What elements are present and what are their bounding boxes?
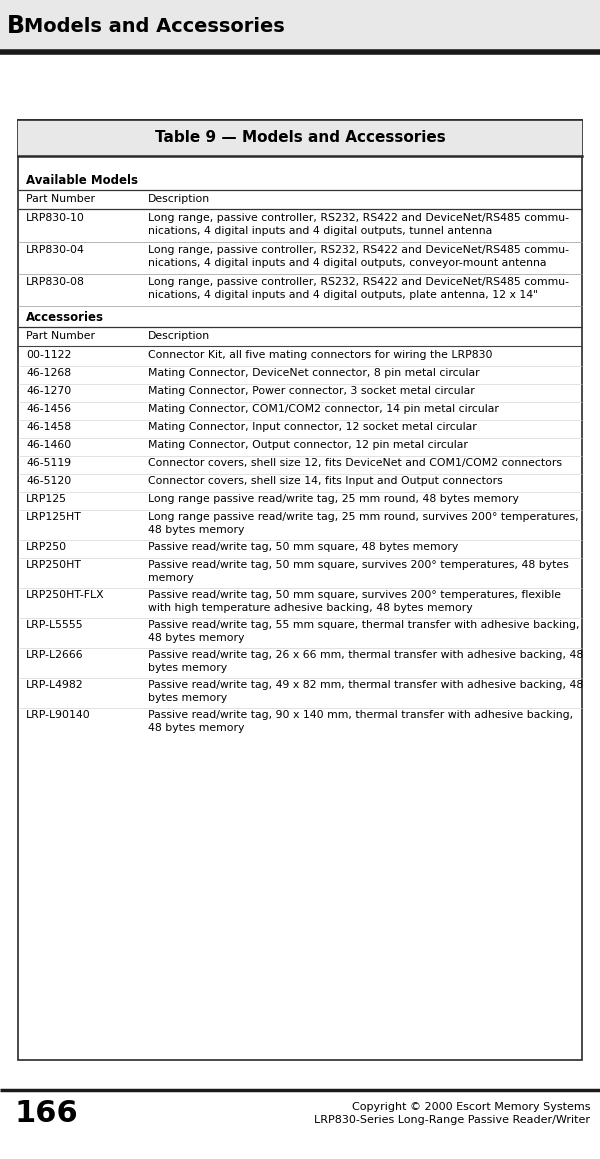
Text: LRP830-04: LRP830-04 <box>26 245 85 255</box>
Text: Passive read/write tag, 55 mm square, thermal transfer with adhesive backing,
48: Passive read/write tag, 55 mm square, th… <box>148 620 580 643</box>
Text: Connector covers, shell size 12, fits DeviceNet and COM1/COM2 connectors: Connector covers, shell size 12, fits De… <box>148 458 562 468</box>
Text: Copyright © 2000 Escort Memory Systems: Copyright © 2000 Escort Memory Systems <box>352 1102 590 1111</box>
Text: 46-1270: 46-1270 <box>26 386 71 396</box>
Text: Passive read/write tag, 50 mm square, survives 200° temperatures, flexible
with : Passive read/write tag, 50 mm square, su… <box>148 590 561 613</box>
Text: LRP-L4982: LRP-L4982 <box>26 680 83 690</box>
Text: Table 9 — Models and Accessories: Table 9 — Models and Accessories <box>155 131 445 146</box>
Text: LRP830-10: LRP830-10 <box>26 213 85 223</box>
Text: Mating Connector, Input connector, 12 socket metal circular: Mating Connector, Input connector, 12 so… <box>148 422 477 432</box>
Text: Description: Description <box>148 331 210 341</box>
Text: Mating Connector, DeviceNet connector, 8 pin metal circular: Mating Connector, DeviceNet connector, 8… <box>148 369 479 378</box>
Text: Description: Description <box>148 194 210 204</box>
Bar <box>18 121 582 156</box>
Text: Part Number: Part Number <box>26 331 95 341</box>
Text: LRP250HT: LRP250HT <box>26 560 82 570</box>
Text: 46-5120: 46-5120 <box>26 476 71 486</box>
Text: B: B <box>7 14 25 38</box>
Text: LRP-L5555: LRP-L5555 <box>26 620 83 630</box>
Text: LRP830-Series Long-Range Passive Reader/Writer: LRP830-Series Long-Range Passive Reader/… <box>314 1115 590 1125</box>
Text: 46-5119: 46-5119 <box>26 458 71 468</box>
Bar <box>0 0 600 52</box>
Text: Mating Connector, COM1/COM2 connector, 14 pin metal circular: Mating Connector, COM1/COM2 connector, 1… <box>148 404 499 414</box>
Text: Long range, passive controller, RS232, RS422 and DeviceNet/RS485 commu-
nication: Long range, passive controller, RS232, R… <box>148 277 569 300</box>
Text: LRP-L90140: LRP-L90140 <box>26 710 91 720</box>
Text: 46-1456: 46-1456 <box>26 404 71 414</box>
Text: Part Number: Part Number <box>26 194 95 204</box>
Text: 46-1268: 46-1268 <box>26 369 71 378</box>
Text: 46-1460: 46-1460 <box>26 440 71 450</box>
Text: Passive read/write tag, 49 x 82 mm, thermal transfer with adhesive backing, 48
b: Passive read/write tag, 49 x 82 mm, ther… <box>148 680 583 702</box>
Bar <box>18 121 582 1060</box>
Text: 46-1458: 46-1458 <box>26 422 71 432</box>
Text: LRP-L2666: LRP-L2666 <box>26 650 83 659</box>
Text: Passive read/write tag, 50 mm square, 48 bytes memory: Passive read/write tag, 50 mm square, 48… <box>148 542 458 552</box>
Text: Available Models: Available Models <box>26 174 138 187</box>
Text: Mating Connector, Output connector, 12 pin metal circular: Mating Connector, Output connector, 12 p… <box>148 440 468 450</box>
Text: Connector Kit, all five mating connectors for wiring the LRP830: Connector Kit, all five mating connector… <box>148 350 493 360</box>
Text: Passive read/write tag, 26 x 66 mm, thermal transfer with adhesive backing, 48
b: Passive read/write tag, 26 x 66 mm, ther… <box>148 650 583 673</box>
Text: Models and Accessories: Models and Accessories <box>24 16 285 36</box>
Text: LRP125: LRP125 <box>26 494 67 504</box>
Text: Passive read/write tag, 90 x 140 mm, thermal transfer with adhesive backing,
48 : Passive read/write tag, 90 x 140 mm, the… <box>148 710 573 732</box>
Text: LRP830-08: LRP830-08 <box>26 277 85 287</box>
Text: 166: 166 <box>14 1099 78 1128</box>
Text: Connector covers, shell size 14, fits Input and Output connectors: Connector covers, shell size 14, fits In… <box>148 476 503 486</box>
Text: LRP125HT: LRP125HT <box>26 512 82 522</box>
Text: Passive read/write tag, 50 mm square, survives 200° temperatures, 48 bytes
memor: Passive read/write tag, 50 mm square, su… <box>148 560 569 583</box>
Text: Long range, passive controller, RS232, RS422 and DeviceNet/RS485 commu-
nication: Long range, passive controller, RS232, R… <box>148 213 569 235</box>
Text: Mating Connector, Power connector, 3 socket metal circular: Mating Connector, Power connector, 3 soc… <box>148 386 475 396</box>
Text: 00-1122: 00-1122 <box>26 350 71 360</box>
Text: Long range passive read/write tag, 25 mm round, 48 bytes memory: Long range passive read/write tag, 25 mm… <box>148 494 519 504</box>
Text: Long range, passive controller, RS232, RS422 and DeviceNet/RS485 commu-
nication: Long range, passive controller, RS232, R… <box>148 245 569 268</box>
Text: Accessories: Accessories <box>26 311 104 325</box>
Text: Long range passive read/write tag, 25 mm round, survives 200° temperatures,
48 b: Long range passive read/write tag, 25 mm… <box>148 512 578 534</box>
Text: LRP250HT-FLX: LRP250HT-FLX <box>26 590 104 600</box>
Text: LRP250: LRP250 <box>26 542 67 552</box>
